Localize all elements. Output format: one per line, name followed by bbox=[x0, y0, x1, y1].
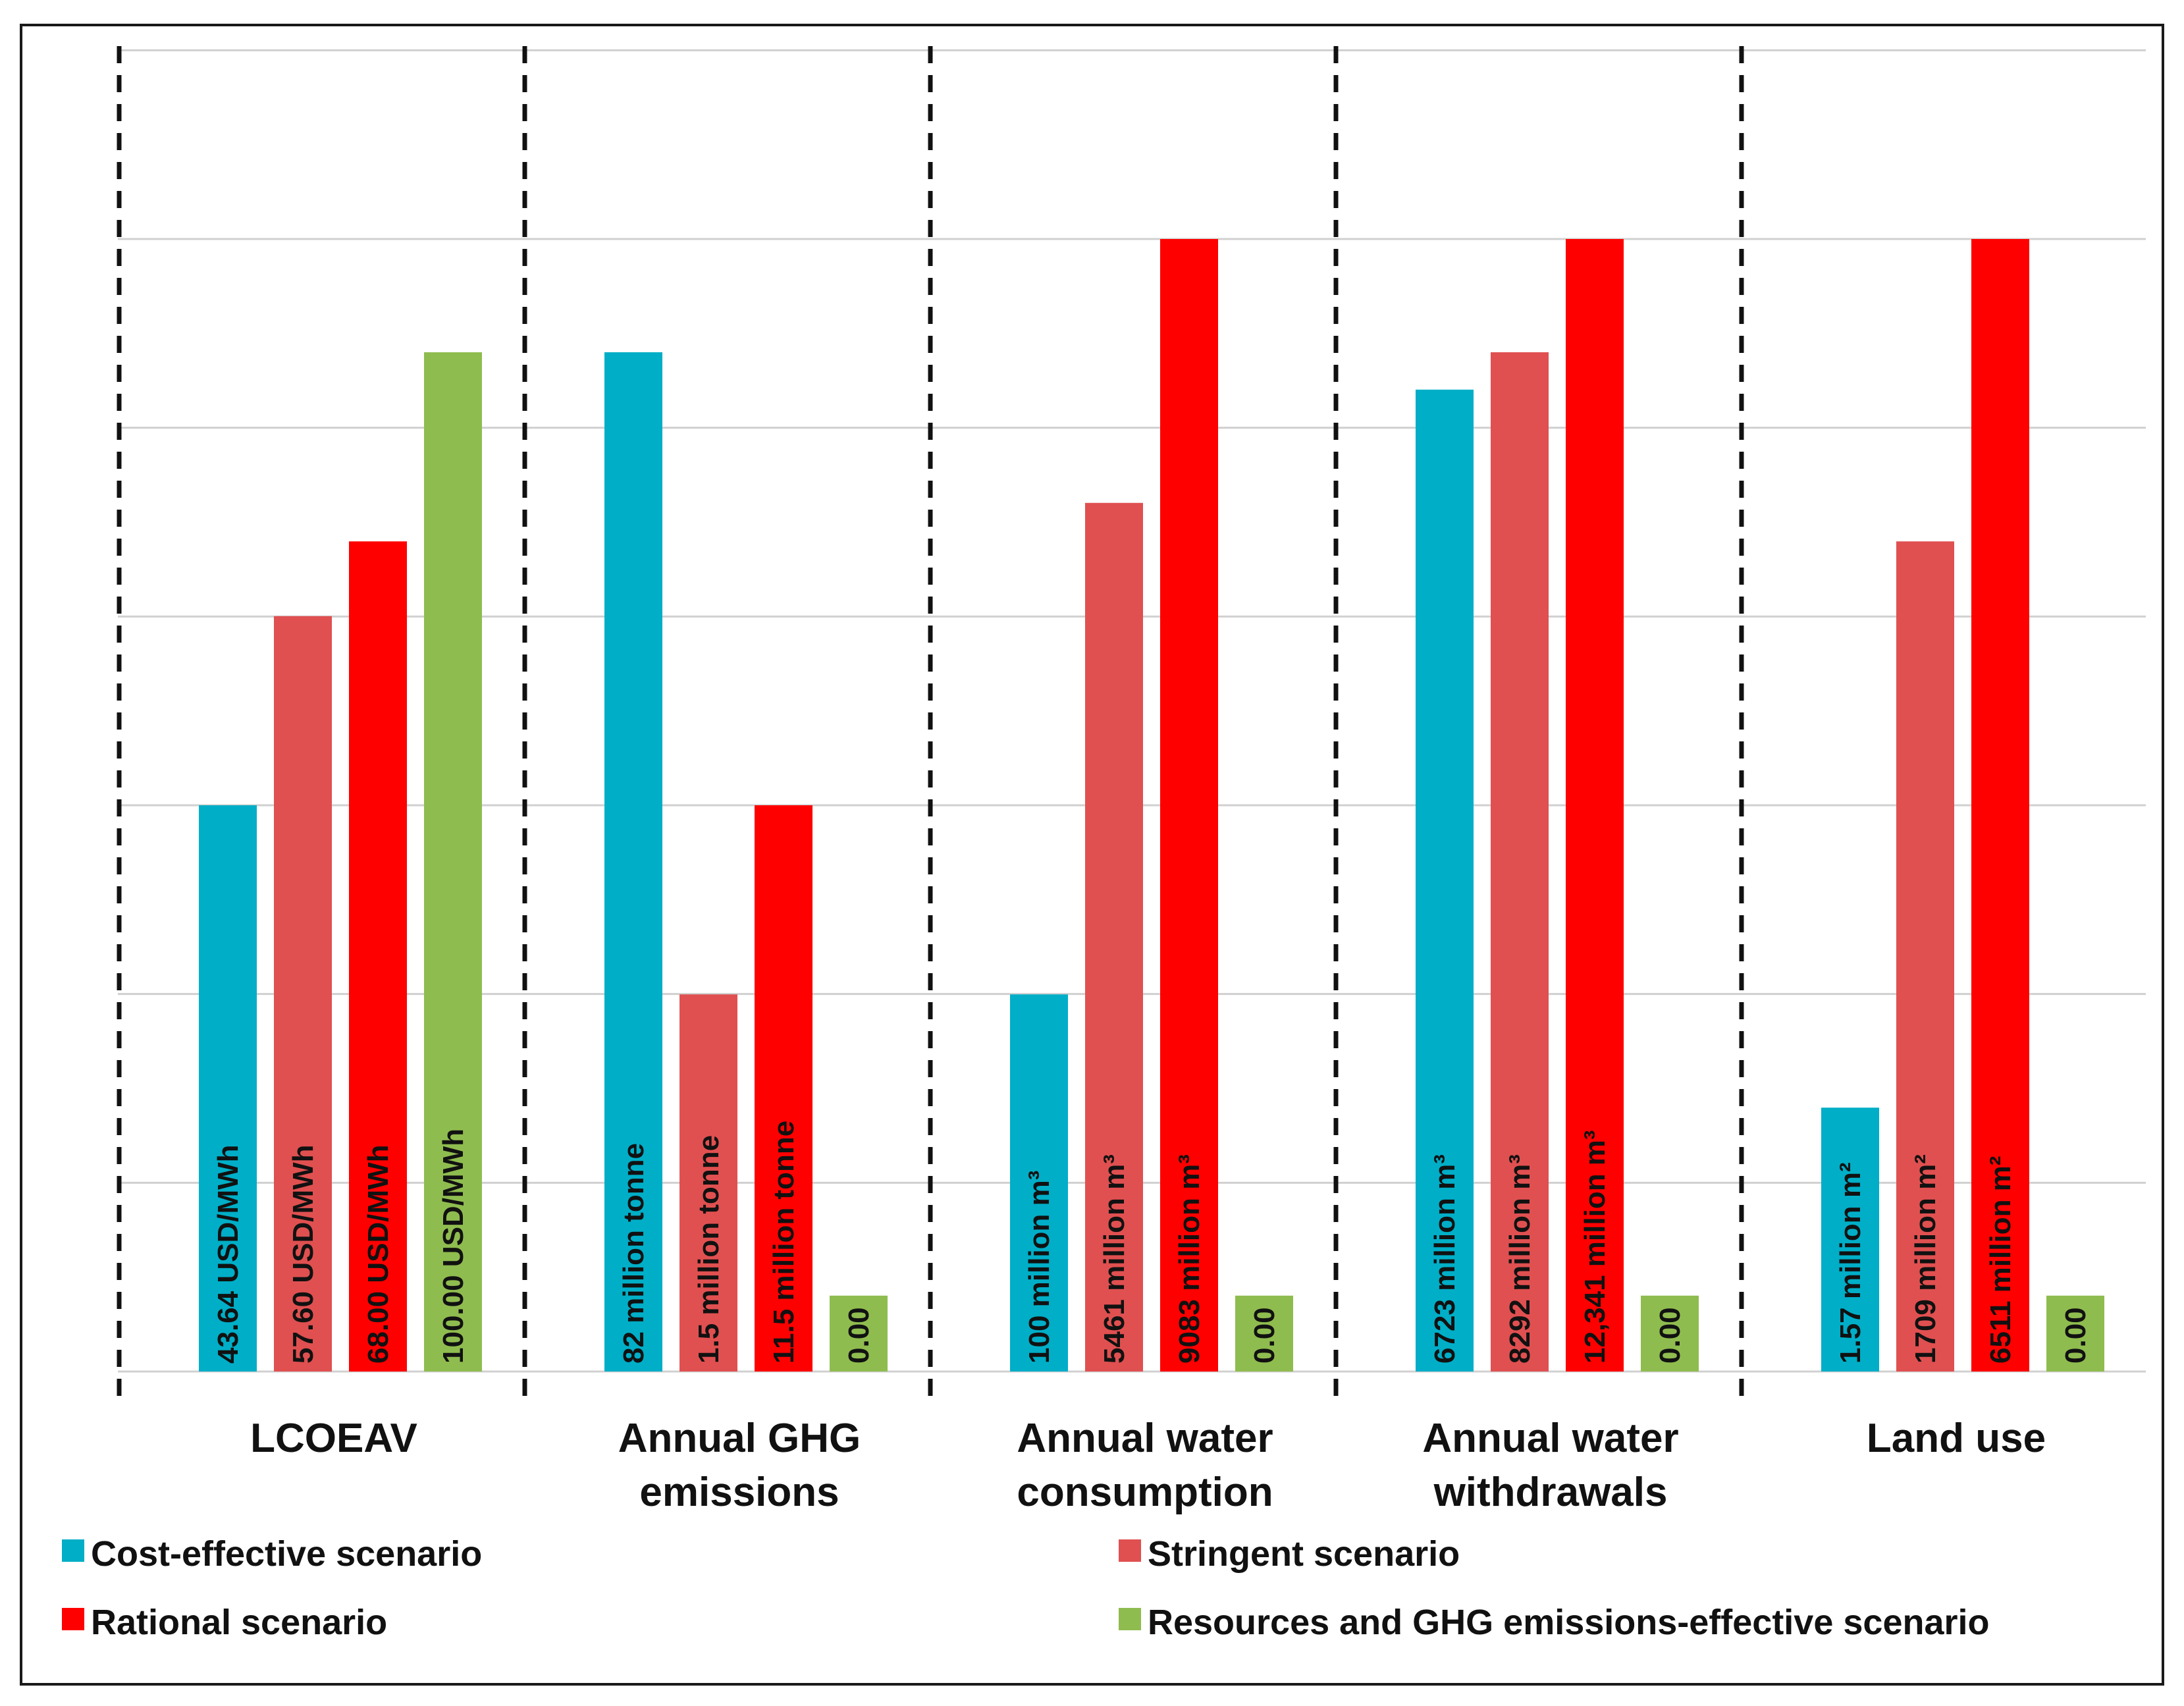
bar-value-label: 57.60 USD/MWh bbox=[287, 1144, 319, 1364]
legend-label: Resources and GHG emissions-effective sc… bbox=[1148, 1603, 1990, 1642]
legend-swatch bbox=[62, 1539, 84, 1562]
bar-value-label: 0.00 bbox=[1654, 1307, 1686, 1364]
bar-value-label: 100.00 USD/MWh bbox=[437, 1129, 469, 1364]
bar bbox=[604, 352, 662, 1372]
bar bbox=[1010, 994, 1068, 1372]
bar-value-label: 9083 million m³ bbox=[1173, 1154, 1206, 1364]
legend-swatch bbox=[1119, 1539, 1141, 1562]
chart-canvas: 43.64 USD/MWh 57.60 USD/MWh 68.00 USD/MWh 1… bbox=[62, 46, 2146, 1642]
category-label: Annual water bbox=[1422, 1416, 1678, 1461]
bar-value-label: 8292 million m³ bbox=[1504, 1154, 1536, 1364]
legend-item: Cost-effective scenario bbox=[62, 1534, 482, 1574]
category-labels: LCOEAV Annual GHG emissions Annual water con… bbox=[250, 1416, 2046, 1515]
bar bbox=[830, 1295, 888, 1372]
bar-value-label: 68.00 USD/MWh bbox=[362, 1144, 394, 1364]
bar bbox=[1971, 239, 2029, 1372]
bar-value-label: 5461 million m³ bbox=[1098, 1154, 1131, 1364]
bar bbox=[1896, 541, 1954, 1372]
bar bbox=[349, 541, 407, 1372]
bar bbox=[1160, 239, 1218, 1372]
bar bbox=[1235, 1295, 1293, 1372]
bar bbox=[1566, 239, 1624, 1372]
legend-swatch bbox=[1119, 1608, 1141, 1630]
legend-swatch bbox=[62, 1608, 84, 1630]
category-label: Annual water bbox=[1017, 1416, 1273, 1461]
category-label: withdrawals bbox=[1433, 1470, 1668, 1515]
bar-value-label: 0.00 bbox=[1248, 1307, 1281, 1364]
bar-value-label: 12,341 million m³ bbox=[1579, 1130, 1611, 1364]
bar bbox=[679, 994, 737, 1372]
bar bbox=[1641, 1295, 1699, 1372]
bar bbox=[2046, 1295, 2104, 1372]
bar-value-label: 82 million tonne bbox=[618, 1143, 650, 1364]
legend-item: Rational scenario bbox=[62, 1603, 387, 1642]
bar bbox=[755, 805, 812, 1372]
category-label: consumption bbox=[1017, 1470, 1273, 1515]
bar-value-label: 11.5 million tonne bbox=[768, 1121, 800, 1364]
bar-value-label: 0.00 bbox=[2060, 1307, 2092, 1364]
bars bbox=[199, 239, 2104, 1372]
category-label: Land use bbox=[1867, 1416, 2046, 1461]
category-label: LCOEAV bbox=[250, 1416, 417, 1461]
bar bbox=[1491, 352, 1549, 1372]
bar bbox=[1085, 502, 1143, 1372]
bar-value-label: 1709 million m² bbox=[1909, 1154, 1942, 1364]
bar-value-label: 43.64 USD/MWh bbox=[212, 1144, 244, 1364]
legend-label: Stringent scenario bbox=[1148, 1534, 1460, 1574]
category-dividers bbox=[117, 46, 1744, 1398]
bar bbox=[1416, 389, 1474, 1372]
bar-value-labels: 43.64 USD/MWh 57.60 USD/MWh 68.00 USD/MWh 1… bbox=[212, 1121, 2092, 1364]
bar bbox=[274, 616, 332, 1372]
category-label: Annual GHG bbox=[618, 1416, 861, 1461]
bar-value-label: 6723 million m³ bbox=[1429, 1154, 1461, 1364]
bar bbox=[424, 352, 482, 1372]
chart-frame: 43.64 USD/MWh 57.60 USD/MWh 68.00 USD/MWh 1… bbox=[20, 24, 2164, 1686]
bar-value-label: 100 million m³ bbox=[1023, 1171, 1055, 1364]
bar bbox=[199, 805, 257, 1372]
bar-value-label: 1.5 million tonne bbox=[693, 1135, 725, 1364]
legend-label: Cost-effective scenario bbox=[91, 1534, 482, 1574]
legend-label: Rational scenario bbox=[91, 1603, 387, 1642]
legend-item: Resources and GHG emissions-effective sc… bbox=[1119, 1603, 1990, 1642]
bar-value-label: 0.00 bbox=[843, 1307, 875, 1364]
bar-value-label: 1.57 million m² bbox=[1834, 1162, 1867, 1364]
legend: Cost-effective scenario Stringent scenari… bbox=[62, 1534, 1990, 1642]
legend-item: Stringent scenario bbox=[1119, 1534, 1460, 1574]
bar bbox=[1821, 1107, 1879, 1372]
category-label: emissions bbox=[639, 1470, 839, 1515]
bar-value-label: 6511 million m² bbox=[1984, 1156, 2017, 1364]
